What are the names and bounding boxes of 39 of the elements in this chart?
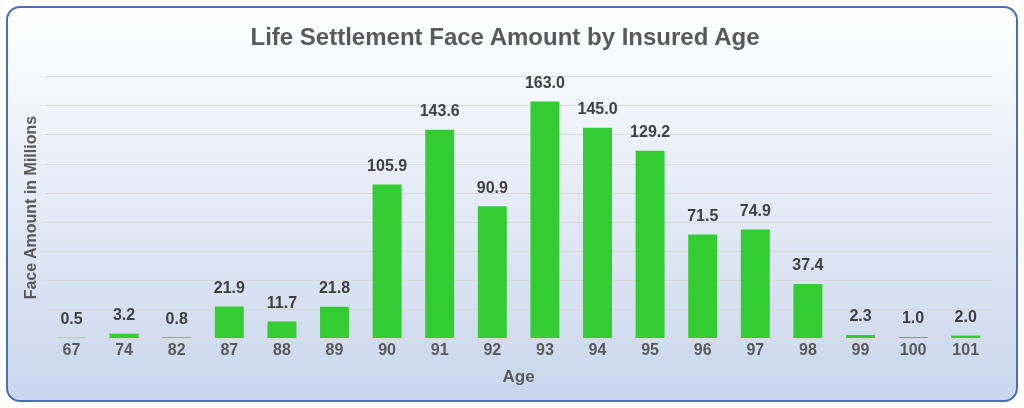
data-label: 74.9 bbox=[739, 201, 771, 219]
x-tick-label: 90 bbox=[378, 341, 397, 359]
data-label: 71.5 bbox=[687, 206, 719, 224]
x-tick-label: 95 bbox=[641, 341, 660, 359]
data-label: 2.3 bbox=[849, 307, 872, 325]
x-tick-label: 98 bbox=[799, 341, 817, 359]
x-tick-label: 91 bbox=[430, 341, 449, 359]
data-label: 3.2 bbox=[112, 306, 136, 324]
data-label: 0.8 bbox=[165, 309, 188, 327]
x-tick-label: 93 bbox=[536, 341, 554, 359]
data-label: 105.9 bbox=[367, 156, 408, 174]
x-tick-label: 82 bbox=[167, 341, 186, 359]
x-tick-label: 94 bbox=[588, 341, 607, 359]
data-label: 37.4 bbox=[792, 256, 824, 274]
data-label: 11.7 bbox=[266, 293, 298, 311]
y-axis-title: Face Amount in Millions bbox=[22, 115, 40, 300]
x-tick-label: 101 bbox=[952, 341, 980, 359]
x-tick-label: 88 bbox=[273, 341, 291, 359]
x-tick-label: 74 bbox=[115, 341, 134, 359]
x-tick-label: 97 bbox=[746, 341, 765, 359]
data-label: 21.8 bbox=[318, 279, 351, 297]
x-axis-title: Age bbox=[502, 367, 535, 387]
data-label: 163.0 bbox=[524, 73, 566, 91]
x-tick-label: 87 bbox=[220, 341, 239, 359]
x-tick-label: 92 bbox=[483, 341, 502, 359]
data-label: 21.9 bbox=[213, 278, 245, 296]
data-label: 2.0 bbox=[954, 307, 977, 325]
data-label: 145.0 bbox=[577, 100, 618, 118]
data-label: 90.9 bbox=[476, 178, 508, 196]
x-tick-label: 89 bbox=[325, 341, 344, 359]
data-label: 129.2 bbox=[630, 123, 671, 141]
data-label: 1.0 bbox=[901, 309, 925, 327]
x-tick-label: 100 bbox=[899, 341, 927, 359]
data-label: 143.6 bbox=[419, 102, 460, 120]
chart-title: Life Settlement Face Amount by Insured Age bbox=[250, 23, 760, 51]
data-label: 0.5 bbox=[60, 310, 83, 328]
x-tick-label: 67 bbox=[62, 341, 81, 359]
x-tick-label: 99 bbox=[851, 341, 870, 359]
x-tick-label: 96 bbox=[693, 341, 712, 359]
